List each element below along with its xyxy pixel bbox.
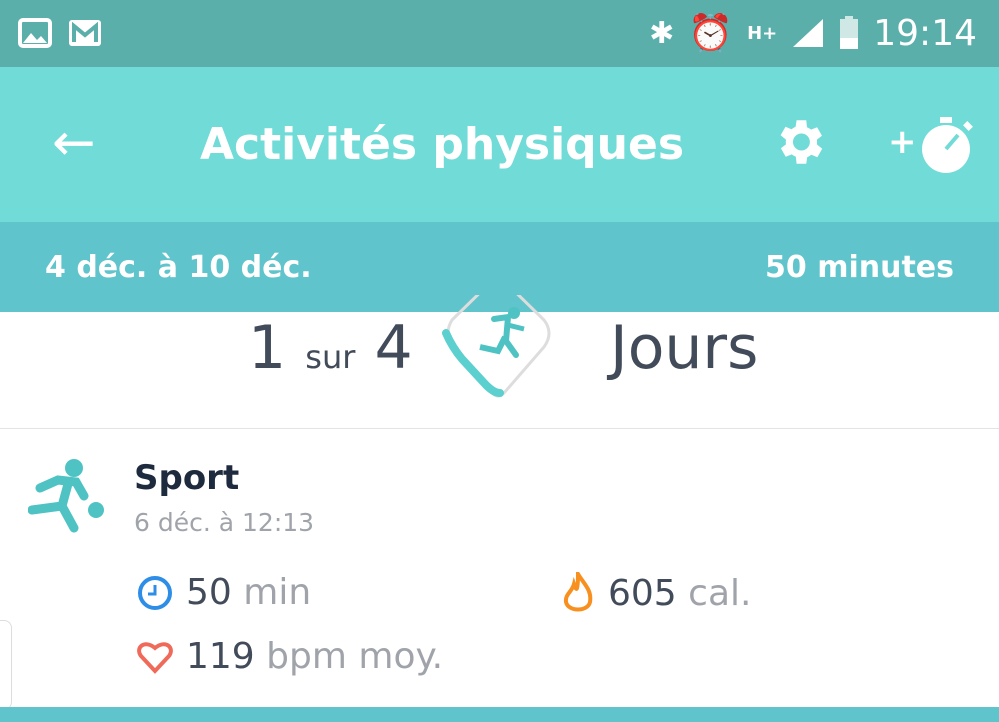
goal-done: 1: [248, 313, 287, 383]
flame-icon: [563, 572, 593, 612]
app-bar: ← Activités physiques +: [0, 67, 999, 222]
network-type: H+: [747, 22, 778, 44]
divider: [0, 428, 999, 429]
heart-rate-unit: bpm moy.: [266, 636, 444, 677]
add-activity-button[interactable]: +: [888, 109, 980, 185]
calories-unit: cal.: [688, 572, 752, 614]
summary-bar: 4 déc. à 10 déc. 50 minutes: [0, 222, 999, 312]
gmail-icon: [69, 20, 101, 46]
goal-progress-ring: [442, 295, 551, 398]
page-title: Activités physiques: [200, 119, 685, 170]
status-bar: ✱ ⏰ H+ 19:14: [0, 0, 999, 67]
running-icon: [479, 307, 525, 358]
calories-value: 605: [608, 572, 677, 614]
goal-target: 4: [374, 313, 413, 383]
heart-rate-stat: 119 bpm moy.: [136, 636, 443, 677]
activity-date: 6 déc. à 12:13: [134, 508, 315, 537]
card-edge: [0, 620, 12, 710]
date-range: 4 déc. à 10 déc.: [45, 250, 312, 285]
settings-button[interactable]: [770, 113, 828, 175]
svg-text:+: +: [888, 122, 917, 162]
duration-value: 50: [186, 572, 232, 613]
clock-icon: [138, 575, 172, 610]
add-stopwatch-icon: +: [888, 117, 973, 173]
battery-icon: [840, 16, 859, 49]
weekly-goal: 1 sur 4 Jours: [0, 295, 999, 427]
signal-icon: [793, 19, 824, 47]
calories-stat: 605 cal.: [560, 572, 751, 614]
bluetooth-icon: ✱: [649, 15, 675, 51]
sport-icon: [28, 459, 104, 533]
back-button[interactable]: ←: [52, 115, 96, 171]
duration-stat: 50 min: [136, 572, 311, 613]
clock: 19:14: [873, 12, 977, 54]
goal-unit: Jours: [610, 313, 759, 383]
total-minutes: 50 minutes: [765, 250, 954, 285]
arrow-left-icon: ←: [52, 113, 96, 173]
goal-count: 1 sur 4: [248, 313, 413, 383]
goal-sep: sur: [305, 338, 356, 376]
gear-icon: [780, 120, 823, 164]
alarm-icon: ⏰: [688, 13, 734, 54]
heart-rate-value: 119: [186, 636, 255, 677]
next-section-bar: [0, 707, 999, 722]
image-icon: [18, 18, 52, 48]
duration-unit: min: [243, 572, 312, 613]
activity-name: Sport: [134, 458, 240, 498]
heart-icon: [137, 641, 173, 674]
